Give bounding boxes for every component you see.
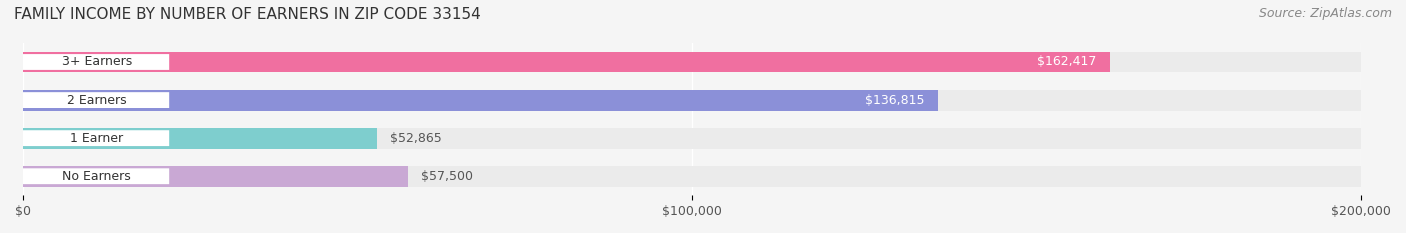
Text: 1 Earner: 1 Earner <box>70 132 124 145</box>
Text: Source: ZipAtlas.com: Source: ZipAtlas.com <box>1258 7 1392 20</box>
Text: $57,500: $57,500 <box>420 170 472 183</box>
Bar <box>22 128 377 149</box>
Bar <box>22 128 1361 149</box>
Bar <box>22 51 1109 72</box>
Text: $136,815: $136,815 <box>866 94 925 106</box>
FancyBboxPatch shape <box>15 130 169 146</box>
Bar <box>22 51 1361 72</box>
Bar <box>22 166 1361 187</box>
FancyBboxPatch shape <box>15 54 169 70</box>
Text: No Earners: No Earners <box>62 170 131 183</box>
Text: $162,417: $162,417 <box>1036 55 1097 69</box>
Bar <box>22 90 938 110</box>
Text: 2 Earners: 2 Earners <box>67 94 127 106</box>
Bar <box>22 90 1361 110</box>
FancyBboxPatch shape <box>15 92 169 108</box>
Bar <box>22 166 408 187</box>
Text: 3+ Earners: 3+ Earners <box>62 55 132 69</box>
Text: FAMILY INCOME BY NUMBER OF EARNERS IN ZIP CODE 33154: FAMILY INCOME BY NUMBER OF EARNERS IN ZI… <box>14 7 481 22</box>
Text: $52,865: $52,865 <box>389 132 441 145</box>
FancyBboxPatch shape <box>15 168 169 184</box>
